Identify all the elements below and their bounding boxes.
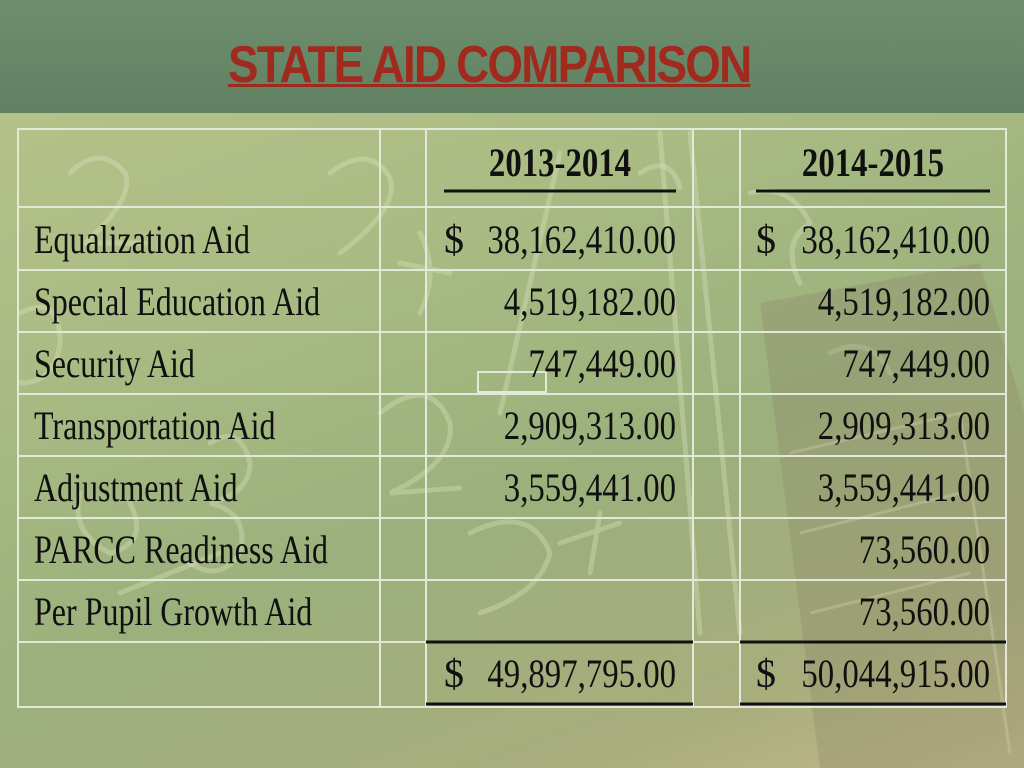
- total-2014-2015: 50,044,915.00: [801, 651, 990, 696]
- row-label-security-aid: Security Aid: [34, 341, 195, 386]
- value-2014-adjustment-aid: 3,559,441.00: [817, 465, 990, 510]
- column-header-2013-2014: 2013-2014: [488, 140, 632, 185]
- title-banner: [0, 0, 1024, 113]
- total-2013-2014: 49,897,795.00: [487, 651, 676, 696]
- value-2013-security-aid: 747,449.00: [528, 341, 676, 386]
- value-2014-special-education-aid: 4,519,182.00: [817, 279, 990, 324]
- currency-symbol: $: [444, 217, 464, 262]
- row-label-equalization-aid: Equalization Aid: [34, 217, 250, 262]
- value-2014-equalization-aid: 38,162,410.00: [801, 217, 990, 262]
- value-2013-transportation-aid: 2,909,313.00: [503, 403, 676, 448]
- column-header-2014-2015: 2014-2015: [801, 140, 945, 185]
- row-label-transportation-aid: Transportation Aid: [34, 403, 276, 448]
- value-2013-adjustment-aid: 3,559,441.00: [503, 465, 676, 510]
- value-2014-parcc-readiness-aid: 73,560.00: [858, 527, 990, 572]
- row-label-adjustment-aid: Adjustment Aid: [34, 465, 238, 510]
- value-2014-transportation-aid: 2,909,313.00: [817, 403, 990, 448]
- value-2014-per-pupil-growth-aid: 73,560.00: [858, 589, 990, 634]
- value-2013-equalization-aid: 38,162,410.00: [487, 217, 676, 262]
- currency-symbol: $: [756, 651, 776, 696]
- currency-symbol: $: [756, 217, 776, 262]
- value-2014-security-aid: 747,449.00: [842, 341, 990, 386]
- row-label-per-pupil-growth-aid: Per Pupil Growth Aid: [34, 589, 313, 634]
- value-2013-special-education-aid: 4,519,182.00: [503, 279, 676, 324]
- slide-title: STATE AID COMPARISON: [228, 36, 752, 94]
- currency-symbol: $: [444, 651, 464, 696]
- row-label-parcc-readiness-aid: PARCC Readiness Aid: [34, 527, 328, 572]
- row-label-special-education-aid: Special Education Aid: [34, 279, 321, 324]
